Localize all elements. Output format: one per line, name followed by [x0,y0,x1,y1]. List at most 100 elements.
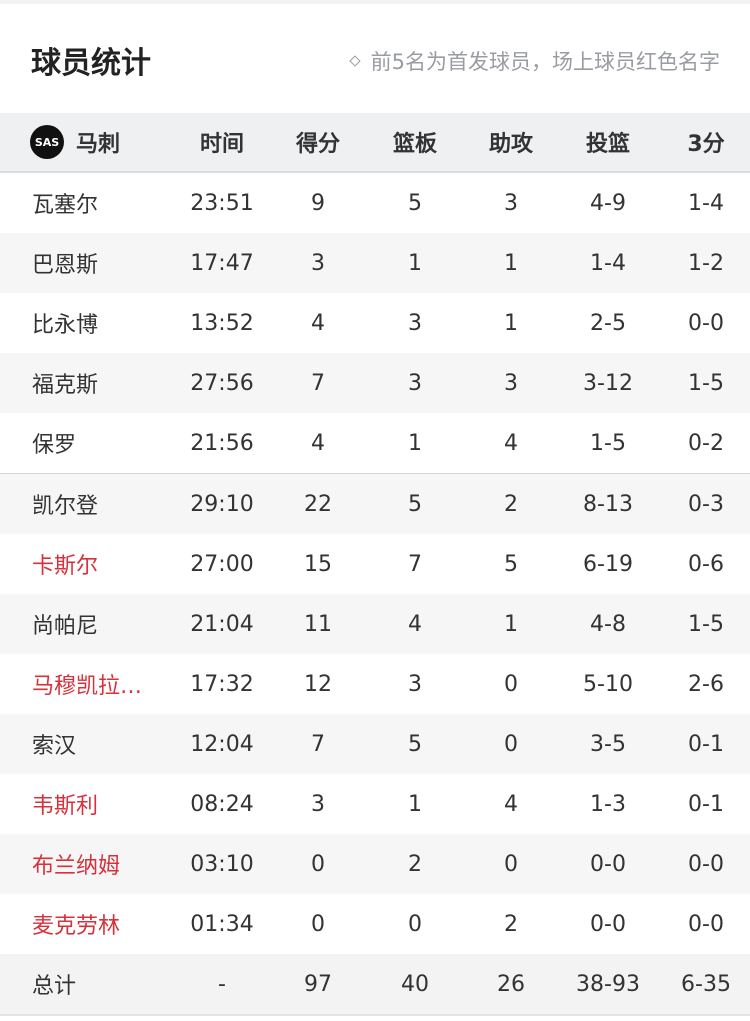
three-pointers: 0-2 [688,430,724,456]
three-pointers: 0-0 [688,310,724,336]
player-name[interactable]: 麦克劳林 [32,914,121,939]
points: 11 [304,611,332,637]
minutes: 17:32 [190,671,254,697]
player-row[interactable]: 韦斯利 08:24 3 1 4 1-3 0-1 [0,774,750,834]
player-row[interactable]: 马穆凯拉… 17:32 12 3 0 5-10 2-6 [0,654,750,714]
top-divider [0,0,750,4]
three-pointers: 0-3 [688,491,724,517]
player-row[interactable]: 卡斯尔 27:00 15 7 5 6-19 0-6 [0,534,750,594]
col-rebounds[interactable]: 篮板 [392,132,437,157]
points: 7 [311,370,325,396]
field-goals: 4-9 [590,190,626,216]
total-three-pointers: 6-35 [681,971,731,997]
player-name[interactable]: 巴恩斯 [32,253,99,278]
minutes: 29:10 [190,491,254,517]
col-minutes[interactable]: 时间 [199,132,244,157]
player-name[interactable]: 马穆凯拉… [32,674,143,699]
table-header: SAS 马刺 时间 得分 篮板 助攻 投篮 3分 [0,113,750,173]
assists: 4 [504,430,518,456]
minutes: 03:10 [190,851,254,877]
player-name[interactable]: 福克斯 [32,373,99,398]
field-goals: 3-5 [590,731,626,757]
field-goals: 1-3 [590,791,626,817]
total-label: 总计 [32,974,77,999]
assists: 1 [504,310,518,336]
total-points: 97 [304,971,332,997]
points: 3 [311,250,325,276]
stats-table: SAS 马刺 时间 得分 篮板 助攻 投篮 3分 瓦塞尔 23:51 9 5 3 4-9 1-… [0,113,750,1016]
three-pointers: 0-6 [688,551,724,577]
rebounds: 3 [408,310,422,336]
assists: 0 [504,671,518,697]
minutes: 08:24 [190,791,254,817]
minutes: 21:56 [190,430,254,456]
assists: 1 [504,611,518,637]
field-goals: 1-4 [590,250,626,276]
three-pointers: 1-5 [688,370,724,396]
col-points[interactable]: 得分 [295,132,340,157]
points: 0 [311,851,325,877]
player-row[interactable]: 布兰纳姆 03:10 0 2 0 0-0 0-0 [0,834,750,894]
player-name[interactable]: 比永博 [32,313,99,338]
field-goals: 1-5 [590,430,626,456]
rebounds: 7 [408,551,422,577]
three-pointers: 0-1 [688,791,724,817]
field-goals: 6-19 [583,551,633,577]
assists: 3 [504,370,518,396]
rebounds: 4 [408,611,422,637]
field-goals: 5-10 [583,671,633,697]
player-name[interactable]: 凯尔登 [32,494,99,519]
points: 4 [311,310,325,336]
total-assists: 26 [497,971,525,997]
player-row[interactable]: 保罗 21:56 4 1 4 1-5 0-2 [0,413,750,474]
col-field-goals[interactable]: 投篮 [585,132,630,157]
player-row[interactable]: 凯尔登 29:10 22 5 2 8-13 0-3 [0,474,750,534]
points: 22 [304,491,332,517]
player-name[interactable]: 尚帕尼 [32,614,99,639]
player-name[interactable]: 韦斯利 [32,794,99,819]
points: 0 [311,911,325,937]
col-three-pointers[interactable]: 3分 [687,132,725,157]
assists: 0 [504,851,518,877]
assists: 2 [504,491,518,517]
field-goals: 0-0 [590,851,626,877]
starter-note: 前5名为首发球员，场上球员红色名字 [348,46,720,76]
three-pointers: 0-0 [688,851,724,877]
three-pointers: 1-4 [688,190,724,216]
field-goals: 3-12 [583,370,633,396]
assists: 0 [504,731,518,757]
assists: 5 [504,551,518,577]
rebounds: 0 [408,911,422,937]
col-assists[interactable]: 助攻 [488,132,533,157]
player-name[interactable]: 保罗 [32,433,77,458]
three-pointers: 0-0 [688,911,724,937]
player-name[interactable]: 卡斯尔 [32,554,99,579]
rebounds: 5 [408,190,422,216]
rebounds: 3 [408,370,422,396]
minutes: 21:04 [190,611,254,637]
player-row[interactable]: 巴恩斯 17:47 3 1 1 1-4 1-2 [0,233,750,293]
player-name[interactable]: 布兰纳姆 [32,854,121,879]
assists: 2 [504,911,518,937]
player-row[interactable]: 瓦塞尔 23:51 9 5 3 4-9 1-4 [0,173,750,233]
field-goals: 4-8 [590,611,626,637]
player-row[interactable]: 麦克劳林 01:34 0 0 2 0-0 0-0 [0,894,750,954]
rebounds: 2 [408,851,422,877]
field-goals: 0-0 [590,911,626,937]
rebounds: 5 [408,491,422,517]
team-name: 马刺 [76,132,121,157]
rebounds: 3 [408,671,422,697]
player-row[interactable]: 比永博 13:52 4 3 1 2-5 0-0 [0,293,750,353]
assists: 4 [504,791,518,817]
assists: 1 [504,250,518,276]
minutes: 27:00 [190,551,254,577]
minutes: 23:51 [190,190,254,216]
player-row[interactable]: 福克斯 27:56 7 3 3 3-12 1-5 [0,353,750,413]
total-rebounds: 40 [401,971,429,997]
player-row[interactable]: 尚帕尼 21:04 11 4 1 4-8 1-5 [0,594,750,654]
minutes: 12:04 [190,731,254,757]
rebounds: 1 [408,250,422,276]
player-name[interactable]: 索汉 [32,734,77,759]
player-name[interactable]: 瓦塞尔 [32,193,99,218]
player-row[interactable]: 索汉 12:04 7 5 0 3-5 0-1 [0,714,750,774]
